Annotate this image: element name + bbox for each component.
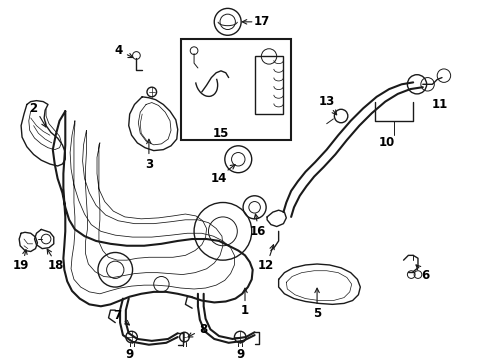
Bar bbox=[255, 57, 283, 114]
Text: 3: 3 bbox=[145, 158, 153, 171]
Text: 8: 8 bbox=[199, 323, 208, 336]
Text: 13: 13 bbox=[318, 95, 335, 108]
Text: 17: 17 bbox=[254, 15, 270, 28]
Text: 12: 12 bbox=[258, 260, 274, 273]
Text: 19: 19 bbox=[13, 260, 29, 273]
Text: 5: 5 bbox=[313, 307, 321, 320]
Text: 6: 6 bbox=[421, 269, 430, 282]
Text: 16: 16 bbox=[249, 225, 266, 238]
Text: 18: 18 bbox=[48, 260, 64, 273]
Text: 9: 9 bbox=[125, 348, 134, 360]
Text: 7: 7 bbox=[113, 309, 121, 323]
Text: 2: 2 bbox=[29, 102, 38, 115]
Text: 15: 15 bbox=[213, 127, 229, 140]
Text: 11: 11 bbox=[432, 98, 448, 111]
Text: 14: 14 bbox=[211, 172, 227, 185]
Bar bbox=[181, 39, 291, 140]
Text: 4: 4 bbox=[114, 44, 122, 57]
Text: 9: 9 bbox=[236, 348, 245, 360]
Text: 1: 1 bbox=[241, 303, 249, 317]
Text: 10: 10 bbox=[379, 136, 395, 149]
